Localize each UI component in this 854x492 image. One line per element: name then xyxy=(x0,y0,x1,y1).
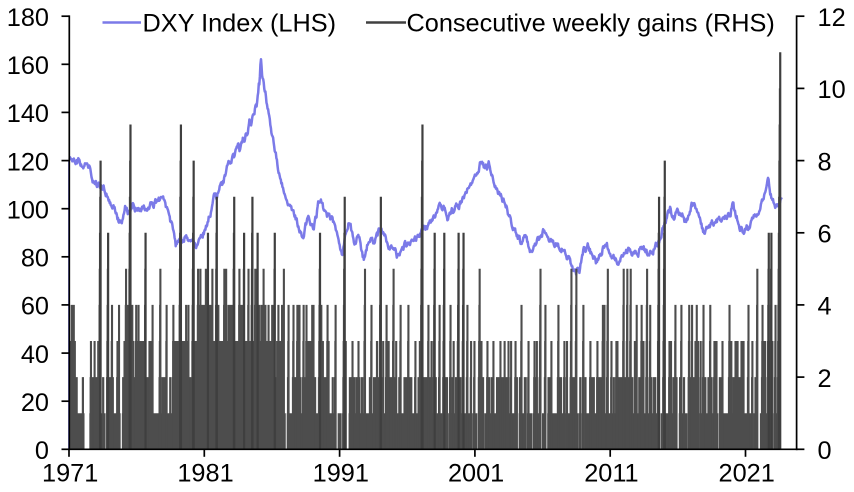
svg-text:DXY Index (LHS): DXY Index (LHS) xyxy=(143,10,337,38)
svg-text:100: 100 xyxy=(7,197,49,225)
svg-text:20: 20 xyxy=(21,389,49,417)
svg-text:40: 40 xyxy=(21,341,49,369)
svg-text:1981: 1981 xyxy=(177,459,233,487)
svg-text:140: 140 xyxy=(7,100,49,128)
svg-text:6: 6 xyxy=(818,221,832,249)
svg-text:2: 2 xyxy=(818,365,832,393)
svg-text:1991: 1991 xyxy=(313,459,369,487)
svg-text:180: 180 xyxy=(7,4,49,32)
svg-text:0: 0 xyxy=(818,437,832,465)
svg-text:2021: 2021 xyxy=(719,459,775,487)
svg-text:8: 8 xyxy=(818,148,832,176)
svg-text:60: 60 xyxy=(21,293,49,321)
svg-text:12: 12 xyxy=(818,4,846,32)
svg-text:1971: 1971 xyxy=(42,459,98,487)
svg-text:4: 4 xyxy=(818,293,832,321)
svg-text:10: 10 xyxy=(818,76,846,104)
svg-text:80: 80 xyxy=(21,245,49,273)
svg-text:120: 120 xyxy=(7,148,49,176)
svg-text:Consecutive weekly gains (RHS): Consecutive weekly gains (RHS) xyxy=(407,10,775,38)
svg-text:2001: 2001 xyxy=(448,459,504,487)
svg-text:0: 0 xyxy=(35,437,49,465)
svg-text:2011: 2011 xyxy=(584,459,638,487)
svg-text:160: 160 xyxy=(7,52,49,80)
